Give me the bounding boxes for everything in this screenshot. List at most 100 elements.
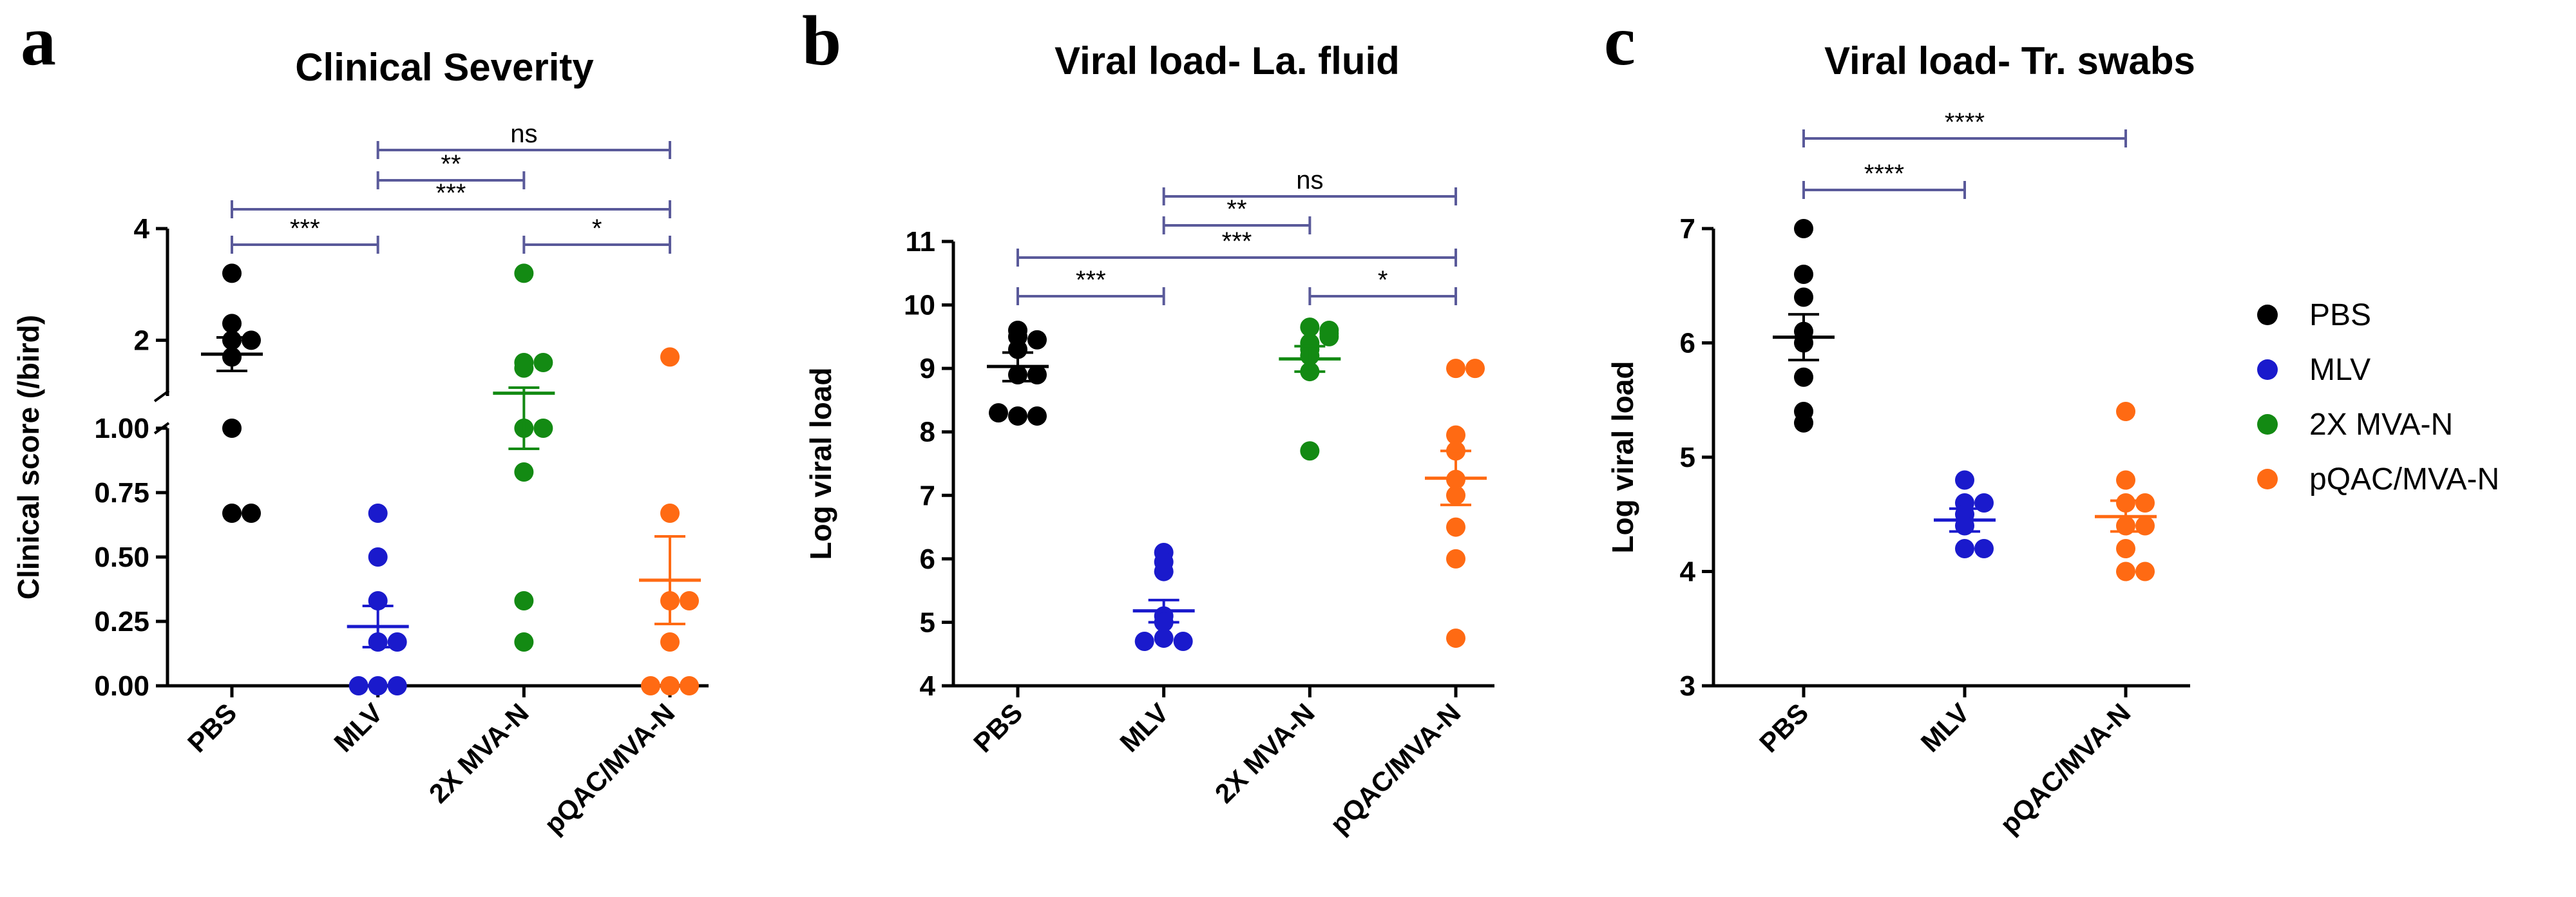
y-axis-label: Log viral load [804, 367, 837, 560]
legend-label: PBS [2309, 298, 2371, 332]
y-tick-label: 6 [1680, 328, 1695, 359]
significance-bracket: ** [376, 150, 526, 189]
legend-marker [2257, 305, 2278, 325]
data-point-pbs [1794, 413, 1813, 433]
data-point-2xmvan [514, 358, 534, 378]
data-point-pqacmvan [1446, 359, 1465, 379]
y-tick-label: 6 [920, 543, 935, 575]
y-axis-label: Log viral load [1606, 361, 1639, 553]
significance-bracket: * [522, 214, 671, 254]
data-point-2xmvan [514, 591, 534, 610]
data-point-pbs [222, 504, 242, 523]
x-tick-label: pQAC/MVA-N [1994, 697, 2137, 840]
x-tick-label: PBS [182, 697, 242, 758]
y-tick-label: 3 [1680, 670, 1695, 702]
y-tick-label: 9 [920, 353, 935, 384]
x-tick-label: PBS [968, 697, 1028, 758]
data-point-mlv [1154, 628, 1174, 648]
y-tick-label: 11 [905, 226, 935, 258]
y-tick-label: 8 [920, 417, 935, 448]
panel-letter: c [1604, 1, 1636, 80]
significance-bracket: ** [1162, 195, 1312, 234]
data-point-mlv [368, 676, 388, 695]
y-tick-label: 7 [1680, 213, 1695, 245]
legend-marker [2257, 469, 2278, 489]
chart-title: Viral load- Tr. swabs [1824, 39, 2195, 82]
y-axis-label: Clinical score (/bird) [12, 315, 45, 600]
y-tick-label: 1.00 [94, 413, 149, 444]
legend-label: pQAC/MVA-N [2309, 462, 2499, 496]
significance-bracket: **** [1802, 160, 1966, 199]
y-tick-label: 4 [1680, 556, 1696, 588]
data-point-mlv [387, 676, 407, 695]
x-tick-label: 2X MVA-N [1209, 697, 1321, 809]
data-point-pbs [222, 263, 242, 283]
data-point-pbs [1794, 265, 1813, 284]
y-tick-label: 7 [920, 480, 935, 511]
data-point-pbs [1027, 406, 1047, 426]
x-tick-label: 2X MVA-N [423, 697, 535, 809]
x-tick-label: pQAC/MVA-N [539, 697, 681, 840]
data-point-pqacmvan [2116, 539, 2135, 558]
significance-label: **** [1864, 160, 1904, 188]
y-tick-label: 5 [1680, 442, 1695, 473]
data-point-pqacmvan [2116, 402, 2135, 421]
legend-marker [2257, 414, 2278, 435]
data-point-pqacmvan [680, 676, 699, 695]
data-point-pqacmvan [641, 676, 660, 695]
significance-bracket: **** [1802, 108, 2127, 147]
y-tick-label: 0.50 [94, 542, 149, 573]
data-point-pqacmvan [680, 591, 699, 610]
data-point-mlv [1134, 632, 1154, 651]
legend-label: MLV [2309, 353, 2371, 387]
significance-label: *** [290, 214, 320, 243]
significance-label: ** [441, 150, 461, 178]
data-point-pbs [1008, 406, 1027, 426]
panel-letter: a [21, 1, 56, 80]
data-point-pbs [222, 419, 242, 438]
significance-bracket: ns [376, 120, 671, 159]
significance-bracket: *** [231, 214, 379, 254]
data-point-pqacmvan [1465, 359, 1485, 379]
data-point-pbs [1027, 330, 1047, 350]
y-tick-label: 0.00 [94, 670, 149, 702]
legend: PBS MLV 2X MVA-N pQAC/MVA-N [2257, 298, 2499, 496]
x-tick-label: MLV [328, 697, 388, 758]
y-tick-label: 5 [920, 607, 935, 638]
data-point-pbs [1027, 365, 1047, 384]
data-point-2xmvan [1319, 326, 1339, 346]
data-point-mlv [1173, 632, 1193, 651]
x-tick-label: MLV [1114, 697, 1174, 758]
data-point-pbs [242, 330, 261, 350]
data-point-pbs [1794, 367, 1813, 387]
data-point-pqacmvan [1446, 425, 1465, 445]
data-point-pqacmvan [1446, 549, 1465, 569]
significance-label: * [1378, 266, 1388, 294]
significance-label: ** [1226, 195, 1246, 223]
axis-break-mark [153, 390, 170, 402]
y-tick-label: 0.25 [94, 606, 149, 637]
data-point-2xmvan [1300, 317, 1320, 337]
data-point-2xmvan [533, 419, 553, 438]
data-point-pqacmvan [2116, 470, 2135, 490]
x-tick-label: PBS [1753, 697, 1814, 758]
data-point-pqacmvan [660, 504, 680, 523]
data-point-pqacmvan [660, 347, 680, 367]
data-point-2xmvan [514, 263, 534, 283]
data-point-pqacmvan [2116, 562, 2135, 581]
significance-label: * [592, 214, 602, 243]
data-point-2xmvan [514, 462, 534, 482]
significance-label: *** [1076, 266, 1106, 294]
panel-c: 3 4 5 6 7 PBS MLV pQAC/MVA-N c Viral load- Tr. sw… [1604, 1, 2195, 840]
panel-letter: b [802, 1, 841, 80]
data-point-pqacmvan [1446, 517, 1465, 537]
panel-b: 4 5 6 7 8 9 10 11 PBS MLV 2X MVA-N pQAC/MVA-N b Viral… [802, 1, 1494, 840]
data-point-pbs [242, 504, 261, 523]
significance-bracket: * [1308, 266, 1457, 305]
significance-bracket: ns [1162, 166, 1457, 205]
data-point-pqacmvan [2135, 562, 2155, 581]
y-tick-label: 4 [134, 213, 150, 245]
legend-marker [2257, 359, 2278, 380]
data-point-pbs [222, 314, 242, 334]
